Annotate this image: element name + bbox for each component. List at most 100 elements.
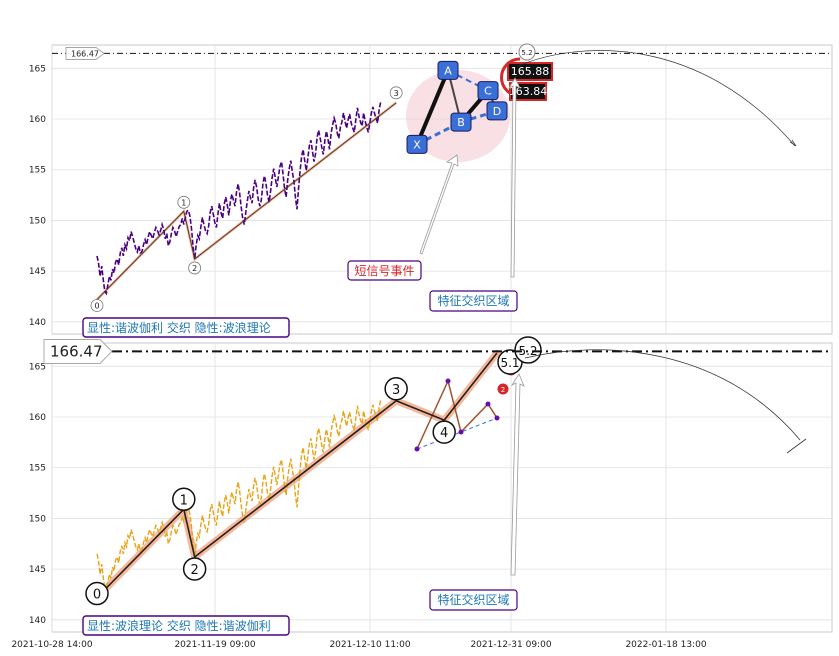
top-wave-label-circle bbox=[90, 299, 104, 312]
bottom-wave-label: 2 bbox=[191, 563, 199, 578]
y-tick-label: 165 bbox=[29, 362, 46, 372]
bottom-wave-zigzag bbox=[96, 352, 498, 599]
bottom-price-series bbox=[96, 399, 382, 594]
bottom-projection-curve bbox=[524, 349, 801, 441]
bottom-wave-label-circle bbox=[85, 581, 109, 606]
y-tick-label: 145 bbox=[29, 267, 46, 277]
top-projection-curve bbox=[517, 50, 796, 147]
bottom-wave-label-circle bbox=[182, 557, 207, 581]
top-wave-label: 2 bbox=[192, 264, 197, 273]
harmonic-point-box bbox=[450, 112, 472, 132]
y-tick-label: 155 bbox=[29, 464, 46, 474]
top-wave-label: 0 bbox=[94, 302, 99, 311]
y-tick-label: 160 bbox=[29, 115, 46, 125]
y-tick-label: 145 bbox=[29, 565, 46, 575]
top-hline-flag-shape bbox=[65, 47, 105, 60]
harmonic-point-label: C bbox=[484, 85, 492, 98]
top-price-series bbox=[96, 101, 382, 296]
event-annotation: 短信号事件 bbox=[347, 260, 422, 281]
bottom-harmonic-point bbox=[485, 401, 491, 407]
bottom-wave-label-circle bbox=[172, 487, 196, 512]
top-zone-annotation: 特征交织区域 bbox=[429, 290, 518, 312]
bottom-caption: 显性:波浪理论 交织 隐性:谐波伽利 bbox=[82, 615, 290, 636]
top-curve-label-circle bbox=[518, 43, 536, 61]
top-caption-text: 显性:谐波伽利 交织 隐性:波浪理论 bbox=[87, 320, 271, 335]
bottom-caption-box bbox=[82, 615, 290, 636]
bottom-zone-annotation: 特征交织区域 bbox=[429, 589, 518, 611]
bottom-hline-flag-shape bbox=[43, 339, 113, 364]
top-zone-annotation-box bbox=[429, 290, 518, 312]
harmonic-leg bbox=[415, 69, 450, 146]
top-hline-flag: 166.47 bbox=[65, 47, 105, 60]
bottom-wave-label: 4 bbox=[440, 426, 448, 441]
bottom-event-marker-label: 2 bbox=[501, 386, 505, 394]
y-tick-label: 165 bbox=[29, 64, 46, 74]
harmonic-point-label: B bbox=[457, 116, 465, 129]
bottom-harmonic-point bbox=[414, 446, 420, 452]
harmonic-point-box bbox=[477, 81, 499, 101]
top-hline-label: 166.47 bbox=[71, 49, 99, 58]
bottom-zone-arrow bbox=[510, 373, 525, 576]
bottom-harmonic-point bbox=[494, 415, 500, 421]
bottom-harmonic-baseline bbox=[416, 417, 498, 450]
bottom-hline-label: 166.47 bbox=[50, 342, 103, 360]
bottom-hline-flag: 166.47 bbox=[43, 339, 113, 364]
top-caption: 显性:谐波伽利 交织 隐性:波浪理论 bbox=[82, 317, 290, 338]
prz-high-value: 165.88 bbox=[511, 65, 550, 78]
top-zone-arrow bbox=[507, 77, 521, 278]
top-wave-zigzag bbox=[96, 102, 397, 300]
top-wave-label: 1 bbox=[181, 198, 186, 207]
harmonic-point-label: D bbox=[493, 105, 501, 118]
bottom-zone-annotation-text: 特征交织区域 bbox=[437, 592, 509, 607]
top-wave-label-circle bbox=[188, 261, 202, 275]
bottom-wave-label: 3 bbox=[392, 383, 400, 398]
harmonic-point-box bbox=[406, 134, 428, 154]
bottom-panel-frame bbox=[51, 342, 833, 633]
bottom-wave-label-circle bbox=[432, 420, 456, 444]
bottom-wave-label: 5.1 bbox=[500, 356, 519, 370]
y-tick-label: 140 bbox=[29, 616, 46, 626]
top-zone-annotation-text: 特征交织区域 bbox=[437, 293, 509, 308]
bottom-event-marker bbox=[496, 382, 510, 396]
harmonic-leg bbox=[447, 69, 489, 92]
bottom-wave-label-circle bbox=[514, 336, 542, 364]
y-tick-label: 140 bbox=[29, 318, 46, 328]
top-wave-labels: 0 1 2 3 bbox=[90, 86, 403, 312]
axis-ticks: 1401451501551601651401451501551601652021… bbox=[11, 64, 706, 650]
bottom-wave-label: 1 bbox=[180, 493, 188, 508]
harmonic-point-box bbox=[437, 60, 459, 80]
event-annotation-text: 短信号事件 bbox=[354, 264, 414, 278]
bottom-caption-text: 显性:波浪理论 交织 隐性:谐波伽利 bbox=[87, 618, 271, 633]
x-tick-label: 2021-11-19 09:00 bbox=[174, 640, 255, 650]
y-tick-label: 160 bbox=[29, 413, 46, 423]
bottom-harmonic-point bbox=[445, 378, 451, 384]
top-wave-label-circle bbox=[389, 86, 403, 100]
y-tick-label: 155 bbox=[29, 166, 46, 176]
harmonic-pattern: X A B CD 163.84 165.88 bbox=[406, 57, 553, 154]
bottom-harmonic-echo: 23 bbox=[414, 363, 518, 452]
x-tick-label: 2021-10-28 14:00 bbox=[11, 640, 92, 650]
harmonic-point-label: X bbox=[413, 138, 421, 151]
top-wave-label-circle bbox=[177, 195, 191, 209]
bottom-zone-annotation-box bbox=[429, 589, 518, 611]
y-tick-label: 150 bbox=[29, 514, 46, 524]
x-tick-label: 2022-01-18 13:00 bbox=[625, 640, 706, 650]
bottom-wave-label: 0 bbox=[93, 588, 101, 603]
event-annotation-box bbox=[347, 260, 422, 281]
top-curve-label: 5.2 bbox=[521, 49, 532, 57]
harmonic-point-label: A bbox=[444, 64, 452, 77]
x-tick-label: 2021-12-10 11:00 bbox=[329, 640, 410, 650]
harmonic-point-box bbox=[486, 101, 508, 121]
y-tick-label: 150 bbox=[29, 216, 46, 226]
top-wave-label: 3 bbox=[394, 89, 399, 98]
event-arrow bbox=[419, 154, 459, 255]
bottom-projection-arrowhead bbox=[786, 438, 807, 454]
x-tick-label: 2021-12-31 09:00 bbox=[470, 640, 551, 650]
prz-low-value: 163.84 bbox=[509, 85, 548, 98]
bottom-harmonic-point bbox=[458, 429, 464, 435]
top-projection-arrowhead bbox=[789, 139, 797, 147]
